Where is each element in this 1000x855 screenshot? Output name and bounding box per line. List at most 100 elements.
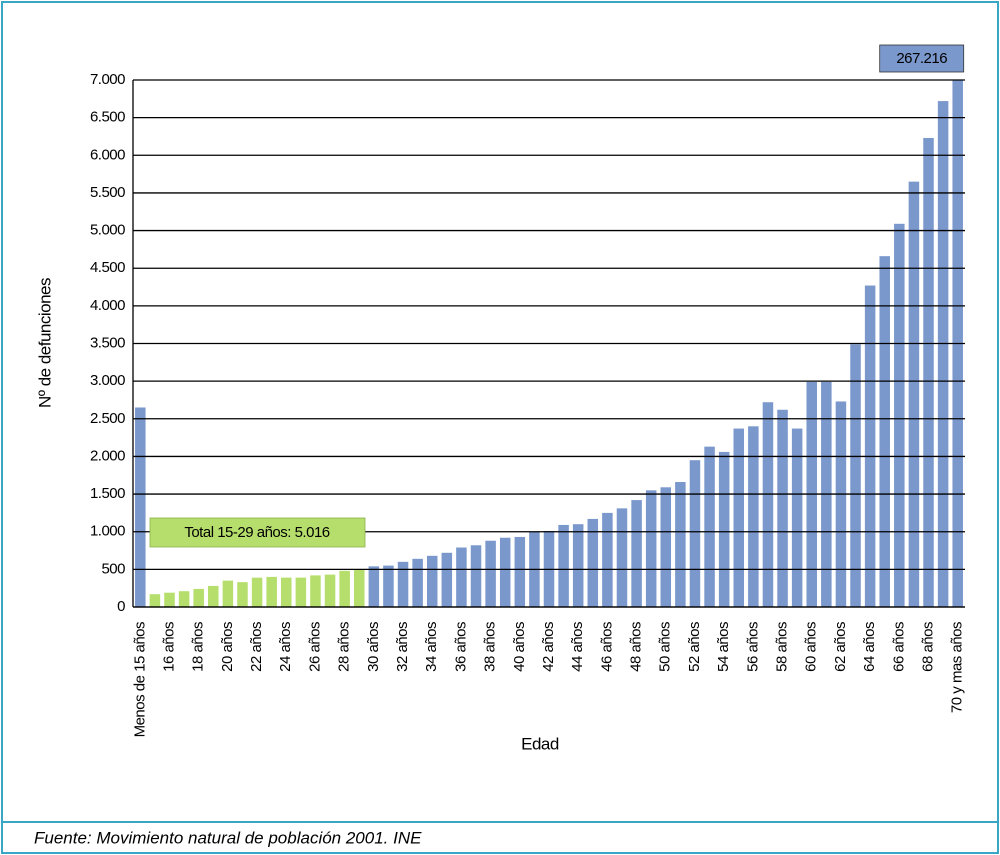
x-tick-label: 36 años [452, 622, 469, 672]
bar [660, 487, 672, 607]
annotation: Total 15-29 años: 5.016 [184, 524, 329, 541]
bar [485, 540, 496, 607]
y-tick-label: 4.500 [90, 259, 125, 276]
x-tick-label: 70 y mas años [949, 622, 966, 713]
x-tick-label: 28 años [336, 622, 353, 672]
bar [558, 524, 569, 607]
bar [397, 561, 409, 607]
x-tick-label: 56 años [744, 622, 761, 672]
x-tick-label: 20 años [219, 622, 236, 672]
y-axis-label: Nº de defunciones [35, 278, 54, 408]
bar [777, 409, 788, 607]
bar [383, 565, 394, 607]
y-tick-label: 3.500 [90, 334, 125, 351]
x-tick-label: 64 años [861, 622, 878, 672]
bar [149, 594, 161, 607]
bar [353, 569, 365, 607]
x-tick-label: 68 años [919, 622, 936, 672]
bar [748, 426, 759, 607]
bar [251, 577, 263, 607]
bar [456, 547, 467, 607]
y-tick-label: 2.500 [90, 410, 125, 427]
x-tick-label: 32 años [394, 622, 411, 672]
bar [295, 577, 307, 607]
bar [923, 137, 934, 607]
bar [616, 508, 628, 607]
y-tick-label: 3.000 [90, 372, 125, 389]
bar [368, 566, 380, 607]
bar [894, 223, 905, 607]
annotation-box [149, 517, 366, 548]
bar [281, 577, 292, 607]
bar [470, 545, 482, 607]
source: Fuente: Movimiento natural de población … [34, 828, 422, 847]
y-tick-label: 500 [101, 560, 125, 577]
x-tick-label: 50 años [657, 622, 674, 672]
y-tick-label: 7.000 [90, 71, 125, 88]
x-tick-label: 44 años [569, 622, 586, 672]
x-tick-label: 18 años [190, 622, 207, 672]
bar [208, 585, 219, 607]
x-tick-label: 26 años [306, 622, 323, 672]
bar [135, 407, 146, 607]
y-tick-label: 5.000 [90, 222, 125, 239]
bar [879, 256, 890, 607]
bar [324, 574, 336, 607]
bar [631, 500, 642, 607]
x-tick-label: 46 años [598, 622, 615, 672]
x-tick-label: 58 años [774, 622, 791, 672]
y-tick-label: 0 [117, 598, 125, 615]
bar [645, 490, 657, 607]
x-tick-label: 40 años [511, 622, 528, 672]
bar [266, 576, 277, 607]
bar [310, 575, 321, 607]
bar [908, 181, 920, 607]
y-tick-label: 6.500 [90, 109, 125, 126]
y-tick-label: 1.500 [90, 485, 125, 502]
x-tick-label: 42 años [540, 622, 557, 672]
x-tick-label: 22 años [248, 622, 265, 672]
bar [762, 402, 774, 607]
bar [339, 570, 350, 607]
bar [835, 401, 847, 607]
bar [237, 582, 248, 607]
y-tick-label: 4.000 [90, 297, 125, 314]
bar [718, 451, 730, 607]
x-axis-label: Edad [521, 734, 559, 753]
x-tick-label: 24 años [277, 622, 294, 672]
bar [441, 552, 453, 607]
bar [937, 101, 949, 607]
x-tick-label: Menos de 15 años [131, 622, 148, 737]
x-tick-label: 16 años [160, 622, 177, 672]
bar [178, 591, 190, 607]
bar [499, 537, 511, 607]
y-tick-label: 6.000 [90, 146, 125, 163]
x-tick-label: 52 años [686, 622, 703, 672]
y-tick-label: 1.000 [90, 523, 125, 540]
value-label: 267.216 [896, 50, 947, 67]
y-tick-label: 2.000 [90, 447, 125, 464]
bar [864, 285, 876, 607]
bar [602, 512, 613, 607]
x-tick-label: 30 años [365, 622, 382, 672]
bar [426, 555, 438, 607]
y-tick-label: 5.500 [90, 184, 125, 201]
bar [952, 80, 963, 607]
bar [689, 460, 701, 607]
bar [164, 592, 175, 607]
x-tick-label: 38 años [482, 622, 499, 672]
x-tick-label: 34 años [423, 622, 440, 672]
bar [572, 524, 584, 607]
x-tick-label: 54 años [715, 622, 732, 672]
bar [222, 580, 234, 607]
bar [675, 482, 686, 607]
bar [850, 344, 861, 607]
bar [193, 588, 204, 607]
x-tick-label: 60 años [803, 622, 820, 672]
bar [587, 518, 599, 607]
x-tick-label: 66 años [890, 622, 907, 672]
x-tick-label: 62 años [832, 622, 849, 672]
